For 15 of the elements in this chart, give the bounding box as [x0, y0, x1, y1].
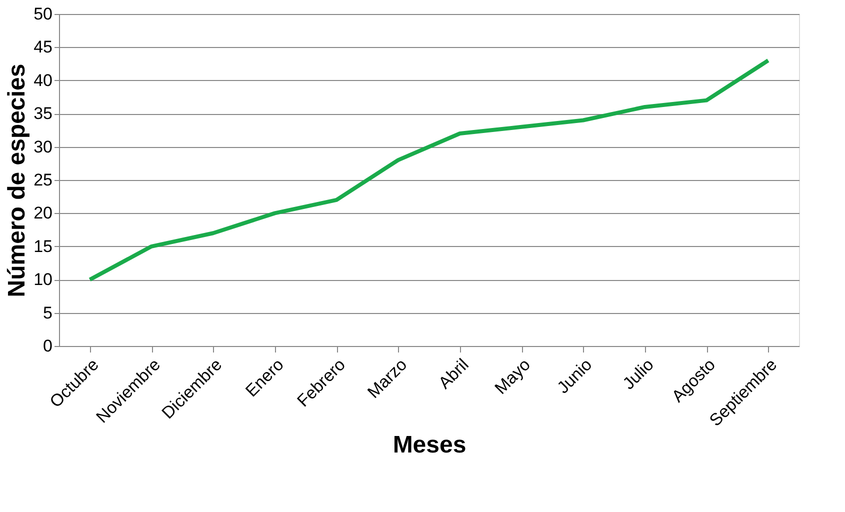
y-tick-label: 10	[34, 270, 52, 290]
y-tick-label: 40	[34, 70, 52, 90]
y-tick-label: 0	[43, 336, 52, 356]
y-tick-label: 20	[34, 204, 52, 223]
line-series	[88, 58, 770, 282]
y-tick-label: 35	[34, 104, 52, 124]
y-tick-label: 25	[34, 170, 52, 190]
y-tick-label: 15	[34, 236, 52, 256]
y-tick-label: 45	[34, 38, 52, 57]
y-tick-label: 5	[43, 303, 52, 322]
y-tick-label: 30	[34, 137, 52, 156]
y-axis-title: Número de especies	[4, 64, 31, 298]
y-tick-label: 50	[34, 4, 52, 24]
x-tick-label: Julio	[619, 355, 658, 394]
x-axis-title: Meses	[392, 431, 466, 458]
